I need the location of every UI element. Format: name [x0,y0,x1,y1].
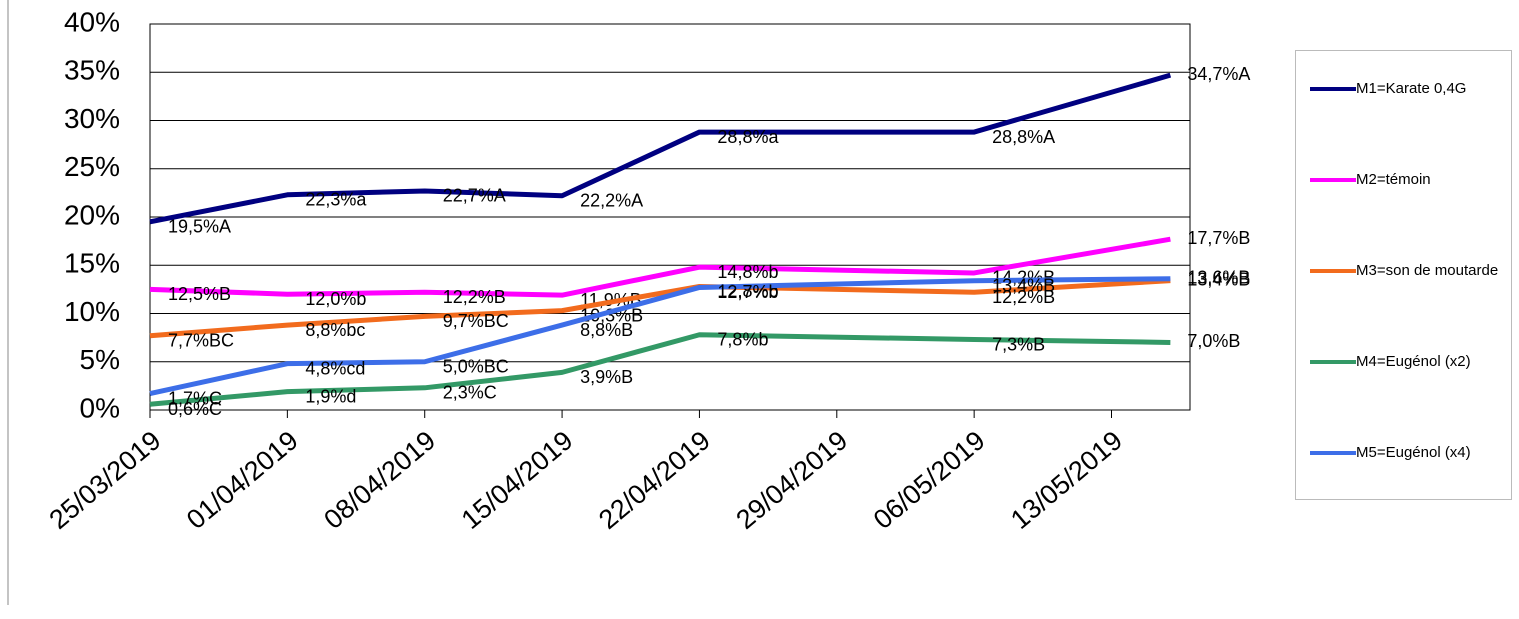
data-label: 34,7%A [1187,64,1250,84]
x-tick-label: 22/04/2019 [593,425,716,535]
legend-item: M1=Karate 0,4G [1310,80,1510,97]
y-tick-label: 20% [64,199,120,230]
legend: M1=Karate 0,4G M2=témoin M3=son de moutard… [1295,50,1512,500]
series-line [149,332,1171,407]
y-tick-label: 10% [64,296,120,327]
legend-swatch [1310,360,1356,364]
x-tick-label: 06/05/2019 [868,425,991,535]
data-label: 12,2%B [992,287,1055,307]
x-tick-label: 01/04/2019 [181,425,304,535]
data-label: 22,2%A [580,191,643,211]
data-label: 19,5%A [168,217,231,237]
data-label: 14,8%b [717,262,778,282]
data-label: 1,9%d [305,386,356,406]
series-line [149,72,1172,225]
data-label: 12,0%b [305,289,366,309]
y-tick-label: 35% [64,55,120,86]
data-label: 12,2%B [443,287,506,307]
legend-swatch [1310,87,1356,91]
y-tick-label: 15% [64,248,120,279]
legend-item: M3=son de moutarde [1310,262,1510,279]
data-label: 28,8%A [992,127,1055,147]
data-label: 10,3%B [580,305,643,325]
y-tick-label: 5% [80,344,120,375]
legend-item: M4=Eugénol (x2) [1310,353,1510,370]
x-tick-label: 29/04/2019 [730,425,853,535]
x-tick-label: 25/03/2019 [44,425,167,535]
data-label: 17,7%B [1187,228,1250,248]
legend-item: M2=témoin [1310,171,1510,188]
x-tick-label: 08/04/2019 [318,425,441,535]
data-label: 12,7%b [717,282,778,302]
series-line [149,278,1171,339]
legend-label: M1=Karate 0,4G [1356,80,1467,97]
data-label: 9,7%BC [443,311,509,331]
data-label: 8,8%bc [305,320,365,340]
legend-swatch [1310,451,1356,455]
series-line [149,276,1171,397]
data-label: 13,4%B [1187,269,1250,289]
data-label: 22,3%a [305,190,367,210]
data-label: 7,0%B [1187,331,1240,351]
legend-label: M3=son de moutarde [1356,262,1499,279]
x-tick-label: 13/05/2019 [1005,425,1128,535]
legend-label: M5=Eugénol (x4) [1356,444,1471,461]
x-tick-label: 15/04/2019 [456,425,579,535]
y-tick-label: 0% [80,392,120,423]
data-label: 7,3%B [992,334,1045,354]
legend-label: M4=Eugénol (x2) [1356,353,1471,370]
series-line [149,236,1171,298]
data-label: 8,8%B [580,320,633,340]
data-label: 3,9%B [580,367,633,387]
y-tick-label: 25% [64,151,120,182]
data-label: 28,8%a [717,127,779,147]
legend-swatch [1310,178,1356,182]
data-label: 0,6%C [168,399,222,419]
y-tick-label: 40% [64,6,120,37]
legend-swatch [1310,269,1356,273]
y-tick-label: 30% [64,103,120,134]
legend-item: M5=Eugénol (x4) [1310,444,1510,461]
data-label: 7,7%BC [168,330,234,350]
data-label: 5,0%BC [443,357,509,377]
data-label: 1,7%C [168,388,222,408]
data-label: 13,4%B [992,275,1055,295]
data-label: 4,8%cd [305,358,365,378]
data-label: 12,5%B [168,284,231,304]
data-label: 7,8%b [717,329,768,349]
data-label: 2,3%C [443,383,497,403]
legend-label: M2=témoin [1356,171,1431,188]
data-label: 22,7%A [443,186,506,206]
data-label: 13,6%B [1187,268,1250,288]
